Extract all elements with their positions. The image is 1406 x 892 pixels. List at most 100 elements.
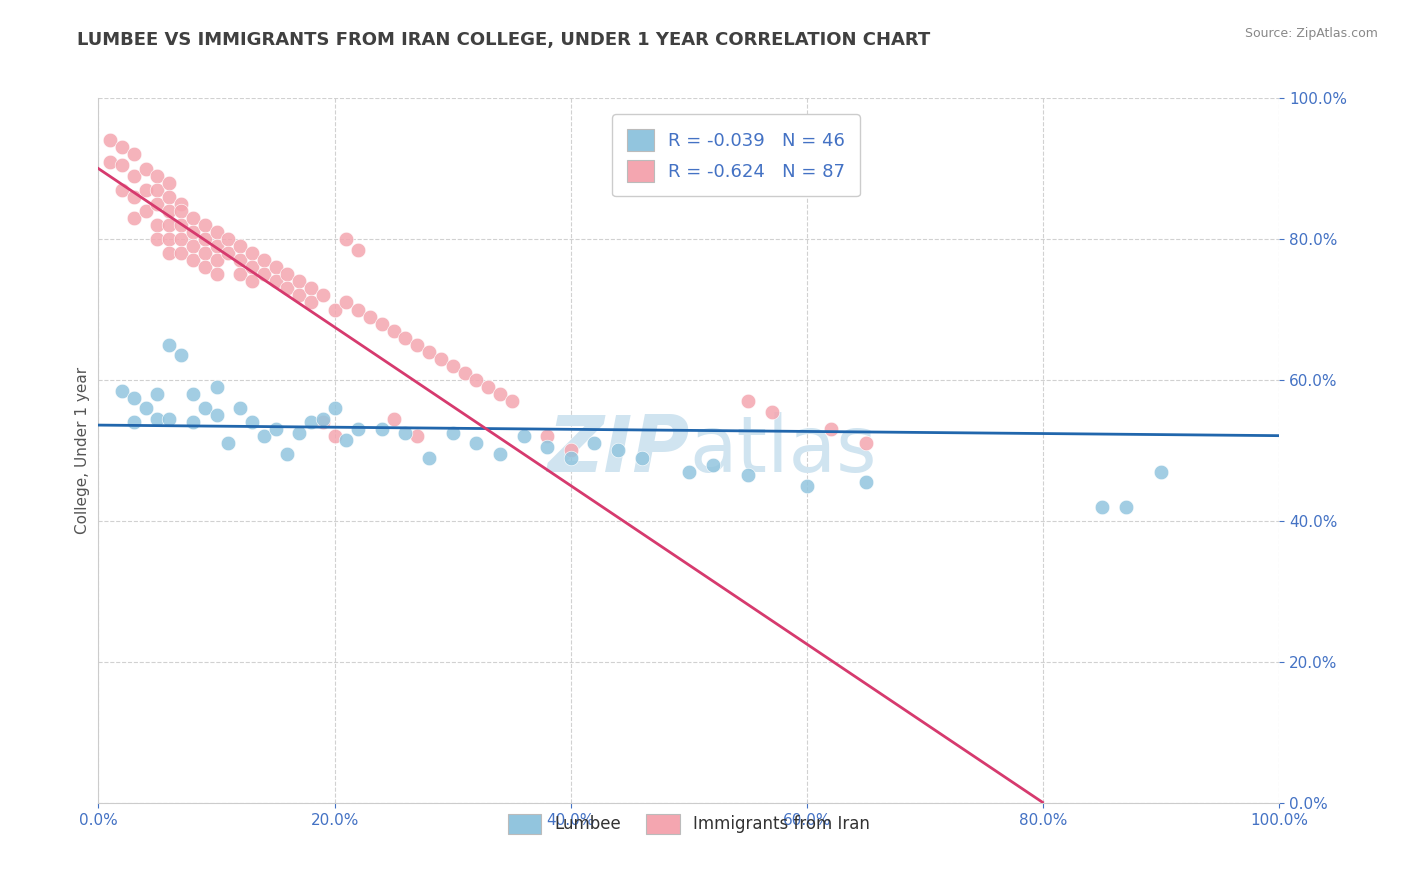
Point (98, 154, 121, 169)
Point (111, 183, 134, 197)
Point (737, 394, 759, 409)
Point (288, 274, 311, 288)
Point (501, 394, 523, 409)
Point (181, 253, 204, 268)
Point (276, 281, 298, 295)
Point (157, 190, 180, 204)
Point (394, 331, 416, 345)
Point (111, 158, 134, 172)
Point (229, 268, 252, 282)
Point (335, 433, 357, 447)
Point (560, 443, 582, 458)
Point (135, 183, 157, 197)
Point (299, 295, 322, 310)
Point (312, 288, 335, 302)
Point (299, 415, 322, 429)
Point (678, 465, 700, 479)
Point (737, 468, 759, 483)
Point (194, 232, 217, 246)
Point (240, 260, 263, 275)
Point (240, 274, 263, 288)
Point (299, 281, 322, 295)
Text: LUMBEE VS IMMIGRANTS FROM IRAN COLLEGE, UNDER 1 YEAR CORRELATION CHART: LUMBEE VS IMMIGRANTS FROM IRAN COLLEGE, … (77, 31, 931, 49)
Y-axis label: College, Under 1 year: College, Under 1 year (75, 367, 90, 534)
Point (323, 401, 346, 416)
Point (347, 243, 370, 257)
Point (181, 225, 204, 239)
Point (170, 218, 193, 232)
Point (441, 425, 464, 440)
Point (477, 380, 499, 394)
Point (453, 366, 475, 380)
Point (181, 211, 204, 225)
Point (382, 411, 405, 425)
Point (465, 373, 488, 387)
Point (98, 133, 121, 147)
Point (406, 338, 429, 352)
Text: Source: ZipAtlas.com: Source: ZipAtlas.com (1244, 27, 1378, 40)
Point (430, 351, 453, 366)
Point (205, 408, 228, 422)
Point (312, 415, 335, 429)
Point (312, 411, 335, 425)
Point (820, 422, 842, 436)
Point (122, 147, 145, 161)
Point (702, 458, 724, 472)
Point (194, 246, 217, 260)
Point (157, 218, 180, 232)
Point (135, 401, 157, 416)
Point (489, 447, 512, 461)
Point (264, 260, 287, 275)
Point (194, 401, 217, 416)
Point (217, 232, 239, 246)
Point (217, 436, 239, 450)
Point (111, 140, 134, 154)
Point (536, 440, 558, 454)
Point (512, 429, 534, 443)
Point (418, 344, 440, 359)
Point (170, 203, 193, 218)
Point (205, 225, 228, 239)
Point (323, 302, 346, 317)
Point (240, 415, 263, 429)
Point (122, 169, 145, 183)
Point (146, 411, 169, 425)
Point (276, 447, 298, 461)
Point (205, 268, 228, 282)
Text: ZIP: ZIP (547, 412, 689, 489)
Text: atlas: atlas (689, 412, 876, 489)
Point (157, 176, 180, 190)
Point (371, 422, 394, 436)
Point (157, 203, 180, 218)
Point (489, 387, 512, 401)
Point (359, 310, 381, 324)
Point (217, 246, 239, 260)
Point (135, 203, 157, 218)
Point (583, 436, 606, 450)
Point (382, 324, 405, 338)
Point (146, 183, 169, 197)
Point (122, 415, 145, 429)
Point (418, 450, 440, 465)
Point (205, 380, 228, 394)
Point (560, 450, 582, 465)
Point (855, 475, 877, 490)
Point (264, 422, 287, 436)
Point (1150, 465, 1173, 479)
Point (323, 429, 346, 443)
Point (122, 190, 145, 204)
Point (465, 436, 488, 450)
Point (170, 348, 193, 362)
Point (630, 450, 652, 465)
Point (253, 268, 276, 282)
Point (1115, 500, 1137, 514)
Point (371, 317, 394, 331)
Point (264, 274, 287, 288)
Point (170, 232, 193, 246)
Legend: Lumbee, Immigrants from Iran: Lumbee, Immigrants from Iran (495, 800, 883, 847)
Point (855, 436, 877, 450)
Point (229, 401, 252, 416)
Point (276, 268, 298, 282)
Point (181, 415, 204, 429)
Point (181, 239, 204, 253)
